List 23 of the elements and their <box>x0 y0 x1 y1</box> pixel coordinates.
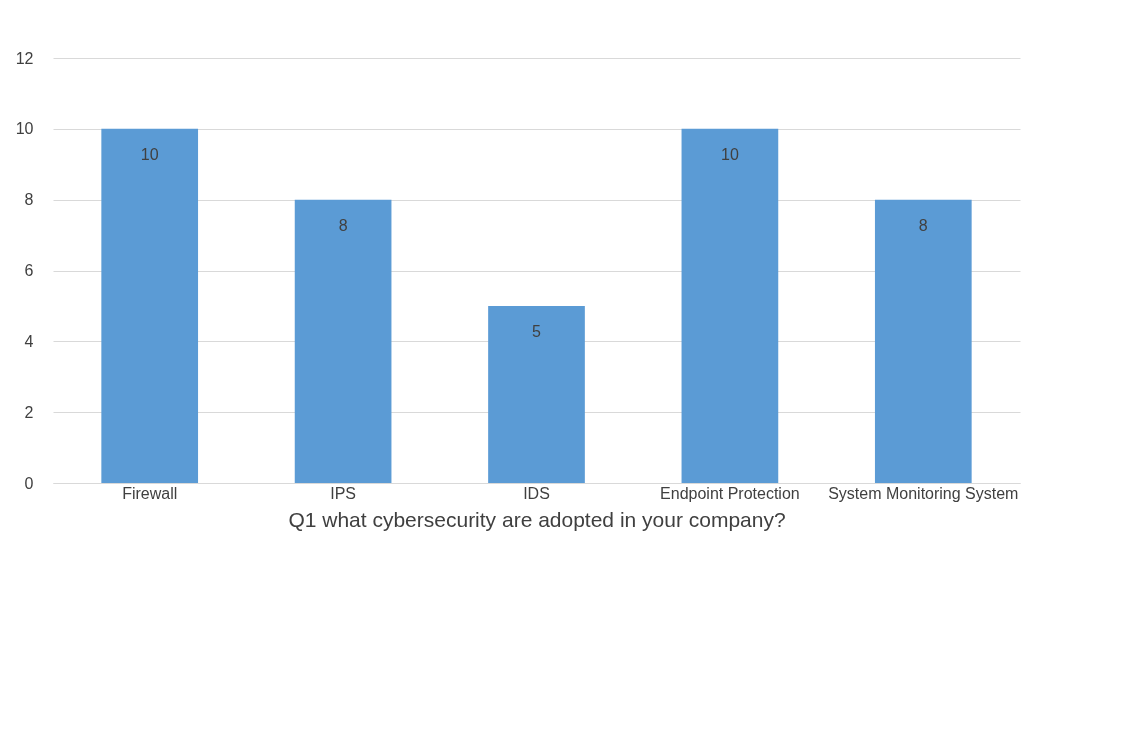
bar <box>681 128 779 483</box>
x-tick-label: System Monitoring System <box>828 484 1019 502</box>
data-label: 8 <box>918 216 928 234</box>
y-tick-label: 4 <box>24 332 34 350</box>
y-tick-label: 0 <box>24 474 34 492</box>
data-label: 8 <box>338 216 348 234</box>
y-tick-label: 10 <box>15 120 34 138</box>
y-tick-label: 2 <box>24 403 34 421</box>
y-tick-label: 8 <box>24 191 34 209</box>
x-tick-label: Endpoint Protection <box>660 484 800 502</box>
data-label: 10 <box>721 145 739 163</box>
y-tick-label: 12 <box>15 49 34 67</box>
bar <box>488 305 585 483</box>
data-label: 5 <box>532 322 542 340</box>
bar <box>101 128 199 483</box>
y-tick-label: 6 <box>24 262 34 279</box>
x-axis-title: Q1 what cybersecurity are adopted in your company? <box>288 507 786 531</box>
x-tick-label: IDS <box>523 484 550 502</box>
x-tick-label: Firewall <box>122 484 178 502</box>
bar <box>294 199 392 483</box>
data-label: 10 <box>140 145 159 163</box>
bar <box>874 199 972 483</box>
x-tick-label: IPS <box>330 484 356 502</box>
